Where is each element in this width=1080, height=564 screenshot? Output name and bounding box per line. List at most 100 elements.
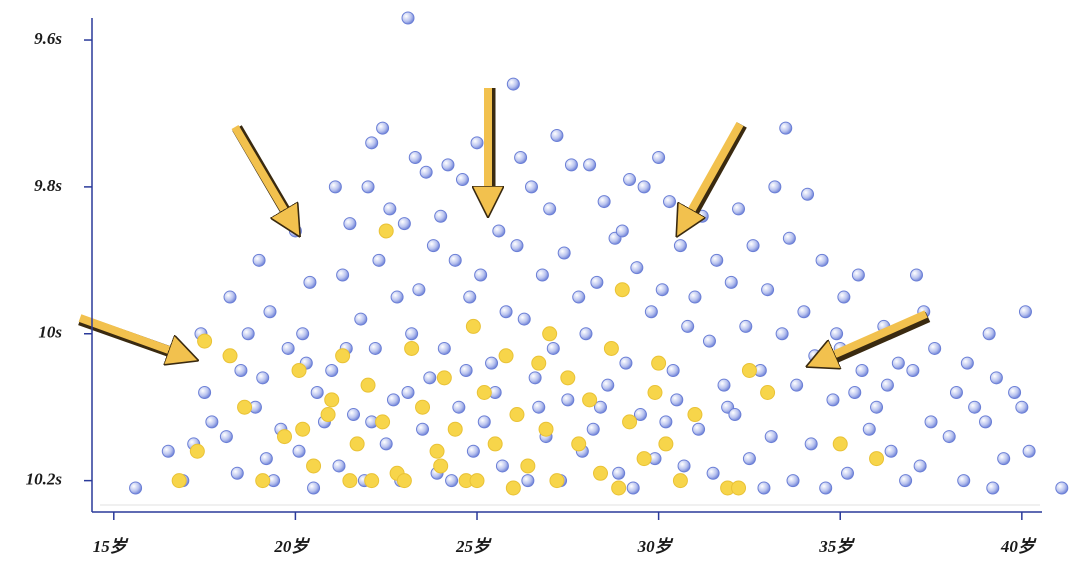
- y-tick-label: 9.8s: [34, 176, 62, 195]
- point: [681, 319, 695, 333]
- point: [335, 348, 351, 364]
- point: [520, 458, 536, 474]
- point: [542, 326, 558, 342]
- point: [746, 239, 760, 253]
- point: [550, 128, 564, 142]
- point: [198, 386, 212, 400]
- point: [663, 195, 677, 209]
- point: [505, 480, 521, 496]
- point: [741, 362, 757, 378]
- point: [775, 327, 789, 341]
- point: [397, 217, 411, 231]
- point: [307, 481, 321, 495]
- point: [906, 363, 920, 377]
- arrow: [686, 122, 744, 220]
- point: [372, 253, 386, 267]
- point: [636, 451, 652, 467]
- point: [779, 121, 793, 135]
- point: [910, 268, 924, 282]
- point: [223, 290, 237, 304]
- plot-area: [129, 11, 1069, 496]
- point: [378, 223, 394, 239]
- point: [884, 444, 898, 458]
- point: [495, 459, 509, 473]
- point: [728, 408, 742, 422]
- point: [368, 341, 382, 355]
- arrow: [78, 314, 180, 354]
- point: [455, 173, 469, 187]
- point: [436, 370, 452, 386]
- point: [830, 327, 844, 341]
- point: [412, 283, 426, 297]
- point: [336, 268, 350, 282]
- point: [790, 378, 804, 392]
- point: [764, 430, 778, 444]
- point: [546, 341, 560, 355]
- point: [324, 392, 340, 408]
- point: [583, 158, 597, 172]
- point: [404, 340, 420, 356]
- point: [328, 180, 342, 194]
- point: [459, 363, 473, 377]
- point: [623, 173, 637, 187]
- point: [717, 378, 731, 392]
- point: [487, 436, 503, 452]
- point: [1055, 481, 1069, 495]
- point: [989, 371, 1003, 385]
- point: [637, 180, 651, 194]
- point: [310, 386, 324, 400]
- point: [376, 121, 390, 135]
- point: [982, 327, 996, 341]
- point: [651, 355, 667, 371]
- point: [979, 415, 993, 429]
- point: [303, 275, 317, 289]
- point: [724, 275, 738, 289]
- point: [509, 407, 525, 423]
- point: [379, 437, 393, 451]
- point: [349, 436, 365, 452]
- point: [401, 386, 415, 400]
- point: [658, 436, 674, 452]
- point: [757, 481, 771, 495]
- point: [325, 363, 339, 377]
- point: [560, 370, 576, 386]
- point: [942, 430, 956, 444]
- point: [434, 209, 448, 223]
- point: [161, 444, 175, 458]
- point: [786, 474, 800, 488]
- point: [1008, 386, 1022, 400]
- point: [361, 180, 375, 194]
- point: [448, 253, 462, 267]
- point: [332, 459, 346, 473]
- point: [597, 195, 611, 209]
- point: [848, 386, 862, 400]
- point: [742, 452, 756, 466]
- point: [189, 443, 205, 459]
- point: [375, 414, 391, 430]
- point: [256, 371, 270, 385]
- point: [840, 466, 854, 480]
- x-tick-label: 20岁: [273, 537, 310, 556]
- point: [862, 422, 876, 436]
- point: [383, 202, 397, 216]
- point: [506, 77, 520, 91]
- point: [891, 356, 905, 370]
- point: [957, 474, 971, 488]
- point: [557, 246, 571, 260]
- point: [445, 474, 459, 488]
- point: [688, 290, 702, 304]
- point: [386, 393, 400, 407]
- point: [433, 458, 449, 474]
- point: [582, 392, 598, 408]
- point: [492, 224, 506, 238]
- point: [259, 452, 273, 466]
- point: [498, 348, 514, 364]
- point: [343, 217, 357, 231]
- point: [924, 415, 938, 429]
- point: [968, 400, 982, 414]
- point: [531, 355, 547, 371]
- point: [851, 268, 865, 282]
- point: [469, 473, 485, 489]
- point: [230, 466, 244, 480]
